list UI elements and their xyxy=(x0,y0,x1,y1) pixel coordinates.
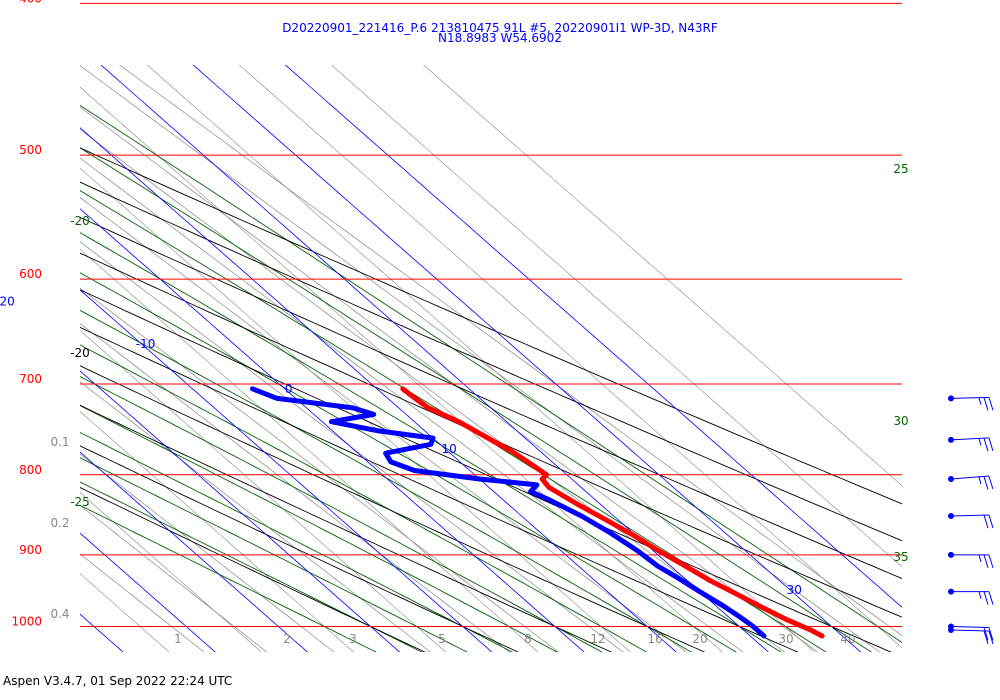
moist-adiabat xyxy=(80,232,782,652)
guide-line xyxy=(80,86,723,652)
moist-adiabat-label: 30 xyxy=(893,414,908,428)
mixing-ratio-label: 1 xyxy=(174,632,182,646)
wind-barb xyxy=(948,436,994,452)
mixing-ratio-line xyxy=(80,553,205,652)
isobar-label: 400 xyxy=(19,0,42,5)
isotherm-line xyxy=(80,370,401,652)
mixing-ratio-line xyxy=(80,453,335,652)
guide-line xyxy=(146,65,815,652)
dewpoint-profile xyxy=(250,386,767,639)
line-labels: 4005006007008009001000-80-70-60-50-40-30… xyxy=(0,0,909,646)
moist-adiabat xyxy=(80,147,872,652)
moist-adiabat xyxy=(80,405,558,652)
isotherm-line xyxy=(80,289,493,652)
dry-adiabat xyxy=(80,147,902,505)
isotherm-line xyxy=(80,532,216,652)
guide-line xyxy=(80,492,262,652)
wind-barb xyxy=(948,475,994,490)
mixing-ratio-label: 0.2 xyxy=(50,516,69,530)
guide-line xyxy=(80,411,354,652)
isotherm-label: 30 xyxy=(787,583,802,597)
moist-adiabat xyxy=(80,272,737,652)
moist-adiabat-label: 25 xyxy=(893,162,908,176)
mixing-ratio-label: 5 xyxy=(438,632,446,646)
isobar-label: 600 xyxy=(19,267,42,281)
moist-adiabat xyxy=(80,309,692,652)
sounding-profiles xyxy=(250,386,825,639)
dry-adiabat-label: -20 xyxy=(70,346,90,360)
dry-adiabats xyxy=(80,147,902,652)
temperature-profile xyxy=(400,386,825,639)
wind-barb xyxy=(948,588,994,605)
wind-barb xyxy=(948,551,994,569)
moist-adiabat-label: -25 xyxy=(70,495,90,509)
isotherms xyxy=(80,65,902,652)
mixing-ratio-label: 3 xyxy=(349,632,357,646)
mixing-ratio-line xyxy=(80,106,819,652)
guide-line xyxy=(331,65,902,568)
isobars xyxy=(80,2,902,627)
dry-adiabat xyxy=(80,404,613,652)
mixing-ratio-label: 30 xyxy=(778,632,793,646)
mixing-ratio-label: 8 xyxy=(524,632,532,646)
isobar-label: 800 xyxy=(19,463,42,477)
isotherm-line xyxy=(80,208,585,652)
dry-adiabat xyxy=(80,365,706,652)
moist-adiabat xyxy=(80,376,603,652)
moist-adiabat-label: -20 xyxy=(70,214,90,228)
moist-adiabat xyxy=(80,344,648,652)
wind-barb xyxy=(948,512,994,529)
mixing-ratio-label: 20 xyxy=(692,632,707,646)
moist-adiabat xyxy=(80,457,468,652)
isotherm-line xyxy=(100,65,769,652)
mixing-ratio-label: 40 xyxy=(840,632,855,646)
moist-adiabat xyxy=(80,481,423,652)
isotherm-line xyxy=(284,65,902,608)
guide-line xyxy=(80,248,539,652)
mixing-ratio-line xyxy=(80,381,431,652)
isobar-label: 700 xyxy=(19,372,42,386)
isotherm-line xyxy=(192,65,862,652)
footer-text: Aspen V3.4.7, 01 Sep 2022 22:24 UTC xyxy=(3,674,233,688)
guide-line xyxy=(238,65,902,649)
mixing-ratio-label: 12 xyxy=(590,632,605,646)
wind-barbs xyxy=(948,395,994,645)
mixing-ratio-line xyxy=(80,157,744,652)
mixing-ratio-line xyxy=(80,504,268,652)
isotherm-line xyxy=(80,451,308,652)
dry-adiabat xyxy=(80,326,799,652)
isotherm-label: -20 xyxy=(0,294,15,308)
dry-adiabat xyxy=(80,445,519,652)
isobar-label: 1000 xyxy=(11,615,42,629)
isotherm-label: 10 xyxy=(441,442,456,456)
isobar-label: 900 xyxy=(19,543,42,557)
mixing-ratio-label: 0.1 xyxy=(50,435,69,449)
mixing-ratio-label: 2 xyxy=(283,632,291,646)
isotherm-label: -10 xyxy=(136,337,156,351)
moist-adiabat xyxy=(80,504,377,652)
isotherm-label: 0 xyxy=(285,382,293,396)
chart-title: D20220901_221416_P.6 213810475 91L #5, 2… xyxy=(282,21,718,35)
isotherm-line xyxy=(80,127,677,652)
wind-barb xyxy=(948,395,994,411)
mixing-ratio-line xyxy=(118,65,902,636)
moist-adiabat-label: 35 xyxy=(893,550,908,564)
chart-subtitle: N18.8983 W54.6902 xyxy=(438,31,562,45)
moist-adiabat xyxy=(80,431,513,652)
isobar-label: 500 xyxy=(19,143,42,157)
mixing-ratio-line xyxy=(80,197,687,652)
dry-adiabat xyxy=(80,252,902,618)
guide-line xyxy=(423,65,902,487)
wind-barb xyxy=(948,627,994,645)
dry-adiabat xyxy=(80,486,426,652)
mixing-ratio-label: 16 xyxy=(647,632,662,646)
mixing-ratio-label: 0.4 xyxy=(50,607,69,621)
guide-line xyxy=(80,167,631,652)
dry-adiabat xyxy=(80,181,902,542)
dry-adiabat xyxy=(80,289,892,652)
dry-adiabat xyxy=(80,216,902,580)
